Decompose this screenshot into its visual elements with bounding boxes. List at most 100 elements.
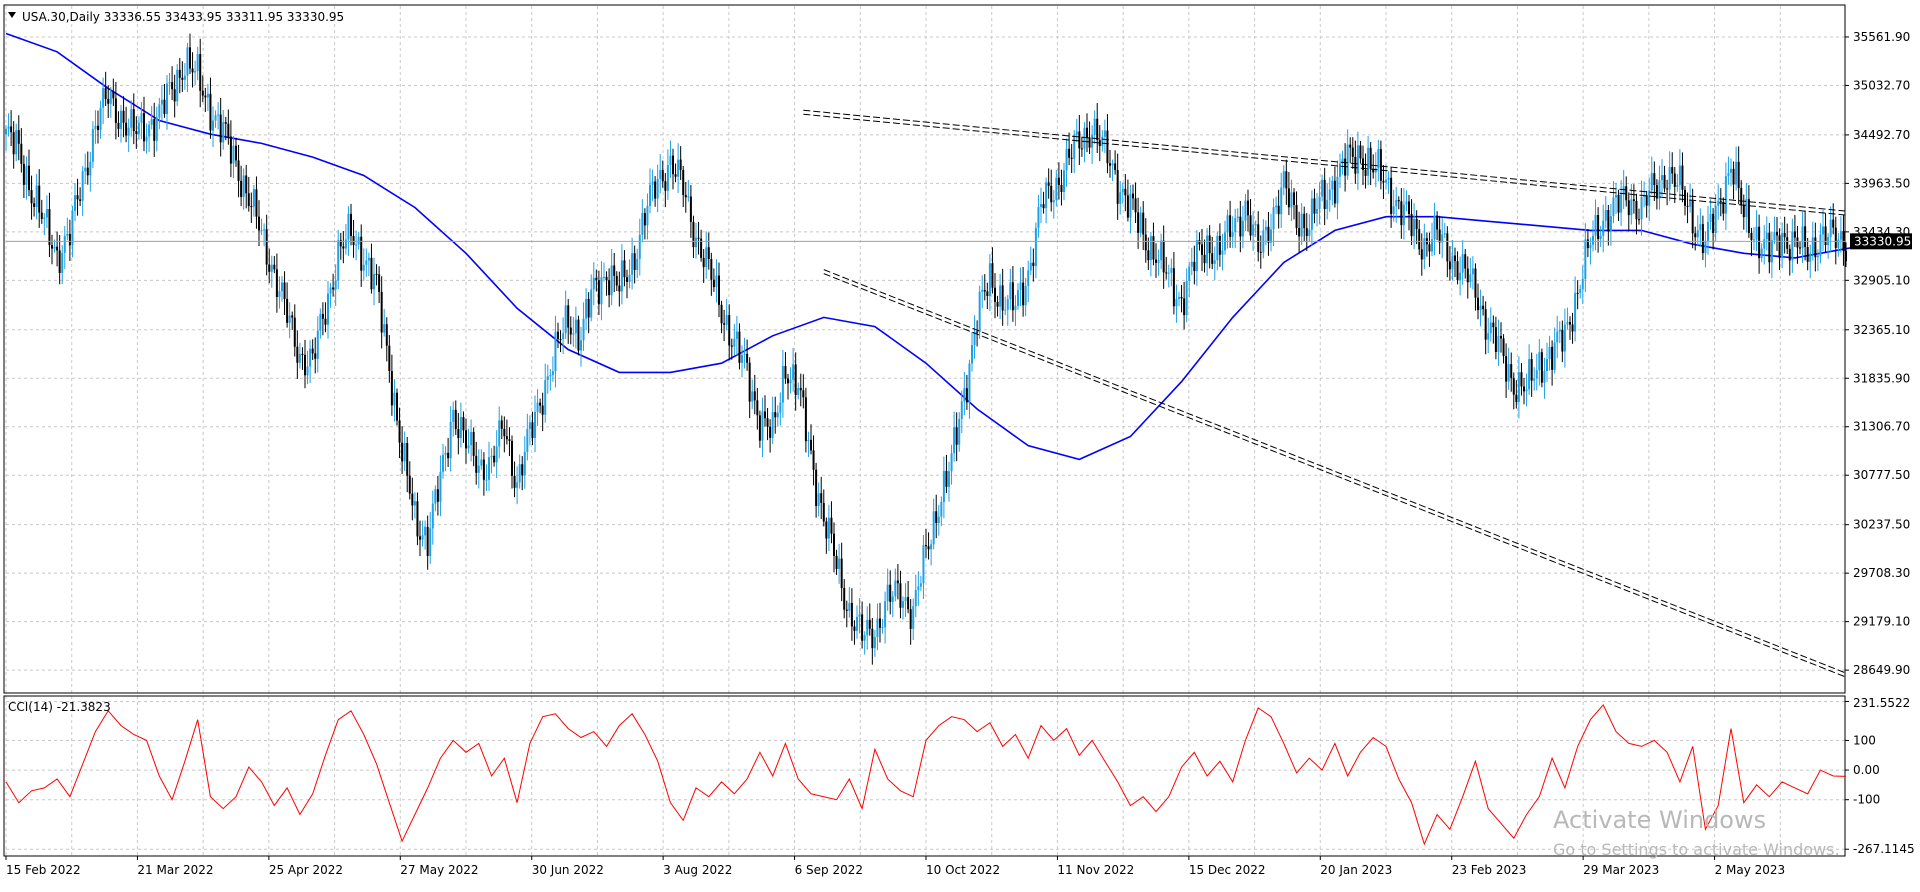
candle-body <box>996 301 999 307</box>
candle-body <box>58 250 61 274</box>
candle <box>1017 283 1019 310</box>
candle <box>447 437 450 467</box>
candle <box>66 217 69 241</box>
candle <box>1162 225 1165 289</box>
candle-body <box>419 536 421 540</box>
candle-body <box>1218 235 1221 255</box>
candle <box>526 413 529 461</box>
candle <box>334 264 337 306</box>
candle <box>950 444 953 485</box>
candle <box>919 575 922 591</box>
price-axis-label: 32365.10 <box>1853 323 1910 337</box>
price-axis[interactable]: 28649.90 29179.10 29708.30 30237.50 30777.50… <box>1845 30 1910 677</box>
candle <box>1270 213 1272 252</box>
candle <box>769 419 772 453</box>
candle <box>815 462 818 518</box>
candle <box>1027 260 1030 302</box>
candle-body <box>958 418 961 445</box>
candle <box>1308 214 1311 243</box>
candle <box>281 276 283 302</box>
candle <box>114 81 117 140</box>
candle <box>1758 214 1761 274</box>
candle <box>40 199 43 224</box>
candle <box>1019 267 1022 307</box>
candle <box>143 96 145 152</box>
candle-body <box>1326 200 1329 209</box>
candle-body <box>618 285 621 292</box>
candle <box>1569 316 1571 340</box>
candle-body <box>1188 266 1191 281</box>
candle <box>610 248 613 306</box>
trendlines[interactable] <box>803 109 1846 678</box>
candle-body <box>738 331 741 363</box>
candle-body <box>904 597 907 602</box>
candle <box>523 436 526 489</box>
candle <box>1788 244 1791 276</box>
candle <box>242 168 245 210</box>
candle <box>500 415 503 440</box>
candle <box>79 187 82 207</box>
candle-body <box>350 213 352 237</box>
candle <box>1620 180 1623 227</box>
candle <box>311 339 314 361</box>
candle <box>1454 247 1456 278</box>
candle-body <box>296 346 299 363</box>
cci-axis-label: -267.1145 <box>1853 842 1915 856</box>
candle <box>1362 145 1364 186</box>
candle-body <box>1553 342 1556 370</box>
candle <box>659 153 662 194</box>
candle-body <box>1579 289 1582 293</box>
candle-body <box>1341 158 1344 164</box>
candle-body <box>1497 335 1500 352</box>
candle-body <box>1701 224 1704 254</box>
candle <box>145 123 148 154</box>
candle-body <box>1290 192 1293 208</box>
candle <box>1321 174 1324 202</box>
candle-body <box>564 305 567 334</box>
candle-body <box>1280 187 1283 215</box>
candle <box>955 412 958 462</box>
candle <box>102 77 105 125</box>
candle <box>71 205 74 258</box>
candle <box>12 121 15 169</box>
candle <box>863 631 866 655</box>
candle <box>1755 210 1758 252</box>
candle <box>945 454 948 494</box>
candle <box>613 252 616 293</box>
candle-body <box>960 401 963 419</box>
candle <box>741 345 743 378</box>
candle <box>1144 218 1147 263</box>
panel-frames <box>3 4 1846 857</box>
candle-body <box>1198 240 1201 245</box>
candle <box>546 364 549 394</box>
candle-body <box>1208 235 1211 254</box>
candle <box>472 427 475 467</box>
candle <box>827 504 830 552</box>
candle-body <box>122 110 125 123</box>
candle <box>398 407 401 458</box>
candle <box>1083 122 1086 163</box>
candle-body <box>498 420 501 447</box>
candle <box>1653 161 1656 202</box>
candle-body <box>971 345 973 364</box>
time-axis[interactable]: 15 Feb 2022 21 Mar 2022 25 Apr 2022 27 May … <box>5 856 1785 877</box>
candle <box>569 316 572 345</box>
candle <box>1397 196 1400 210</box>
candle-body <box>1390 177 1393 214</box>
candle <box>953 411 956 462</box>
candle <box>843 579 846 619</box>
candle <box>595 269 598 292</box>
candle-body <box>1845 250 1847 262</box>
candle-body <box>1832 219 1835 228</box>
current-price-value: 33330.95 <box>1854 234 1911 248</box>
candle-body <box>1686 205 1689 207</box>
candle-body <box>636 258 639 270</box>
candle <box>498 406 501 459</box>
candle-body <box>125 122 128 136</box>
chevron-down-icon[interactable] <box>8 12 16 18</box>
candle-body <box>396 392 398 421</box>
candle-body <box>1745 199 1748 218</box>
candle <box>58 234 61 285</box>
candle-body <box>1607 210 1610 232</box>
